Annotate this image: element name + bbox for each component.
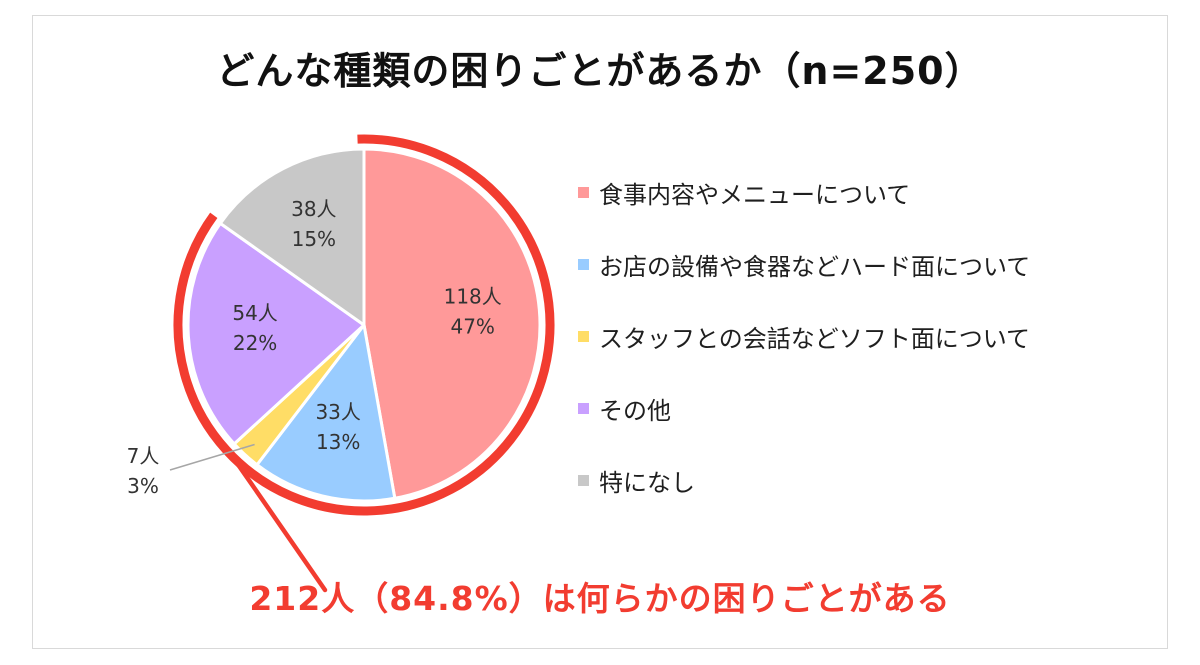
data-label-pct-0: 47% <box>450 314 494 338</box>
data-label-pct-1: 13% <box>316 430 360 454</box>
legend-label: その他 <box>599 396 671 425</box>
leader-line-2 <box>169 443 255 471</box>
data-label-count-0: 118人 <box>444 284 502 308</box>
pie-slices <box>186 147 542 503</box>
data-label-pct-3: 22% <box>233 331 277 355</box>
chart-title: どんな種類の困りごとがあるか（n=250） <box>216 49 984 93</box>
callout-pointer-line <box>235 462 328 593</box>
legend-item-2: スタッフとの会話などソフト面について <box>578 316 1178 356</box>
data-label-count-3: 54人 <box>232 301 277 325</box>
legend-label: 食事内容やメニューについて <box>599 180 911 209</box>
highlight-arc <box>173 134 555 516</box>
pie-slice-4 <box>218 147 366 327</box>
legend-swatch <box>578 474 589 486</box>
pie-slice-0 <box>362 147 542 500</box>
pie-slice-3 <box>186 221 366 446</box>
legend-item-1: お店の設備や食器などハード面について <box>578 244 1178 284</box>
data-label-count-4: 38人 <box>291 197 336 221</box>
chart-legend: 食事内容やメニューについてお店の設備や食器などハード面について スタッフとの会話な… <box>578 172 1178 532</box>
data-label-pct-4: 15% <box>292 227 336 251</box>
highlight-callout: 212人（84.8%）は何らかの困りごとがある <box>249 579 951 618</box>
legend-item-0: 食事内容やメニューについて <box>578 172 1178 212</box>
data-label-count-2: 7人 <box>127 444 160 468</box>
legend-item-4: 特になし <box>578 460 1178 500</box>
legend-label: 特になし <box>599 468 695 497</box>
data-label-count-1: 33人 <box>315 400 360 424</box>
legend-swatch <box>578 258 589 270</box>
legend-item-3: その他 <box>578 388 1178 428</box>
legend-label: お店の設備や食器などハード面について <box>599 252 1031 281</box>
data-label-pct-2: 3% <box>127 474 159 498</box>
legend-label: スタッフとの会話などソフト面について <box>599 324 1031 353</box>
pie-slice-1 <box>255 323 397 503</box>
legend-swatch <box>578 330 589 342</box>
legend-swatch <box>578 402 589 414</box>
legend-swatch <box>578 186 589 198</box>
